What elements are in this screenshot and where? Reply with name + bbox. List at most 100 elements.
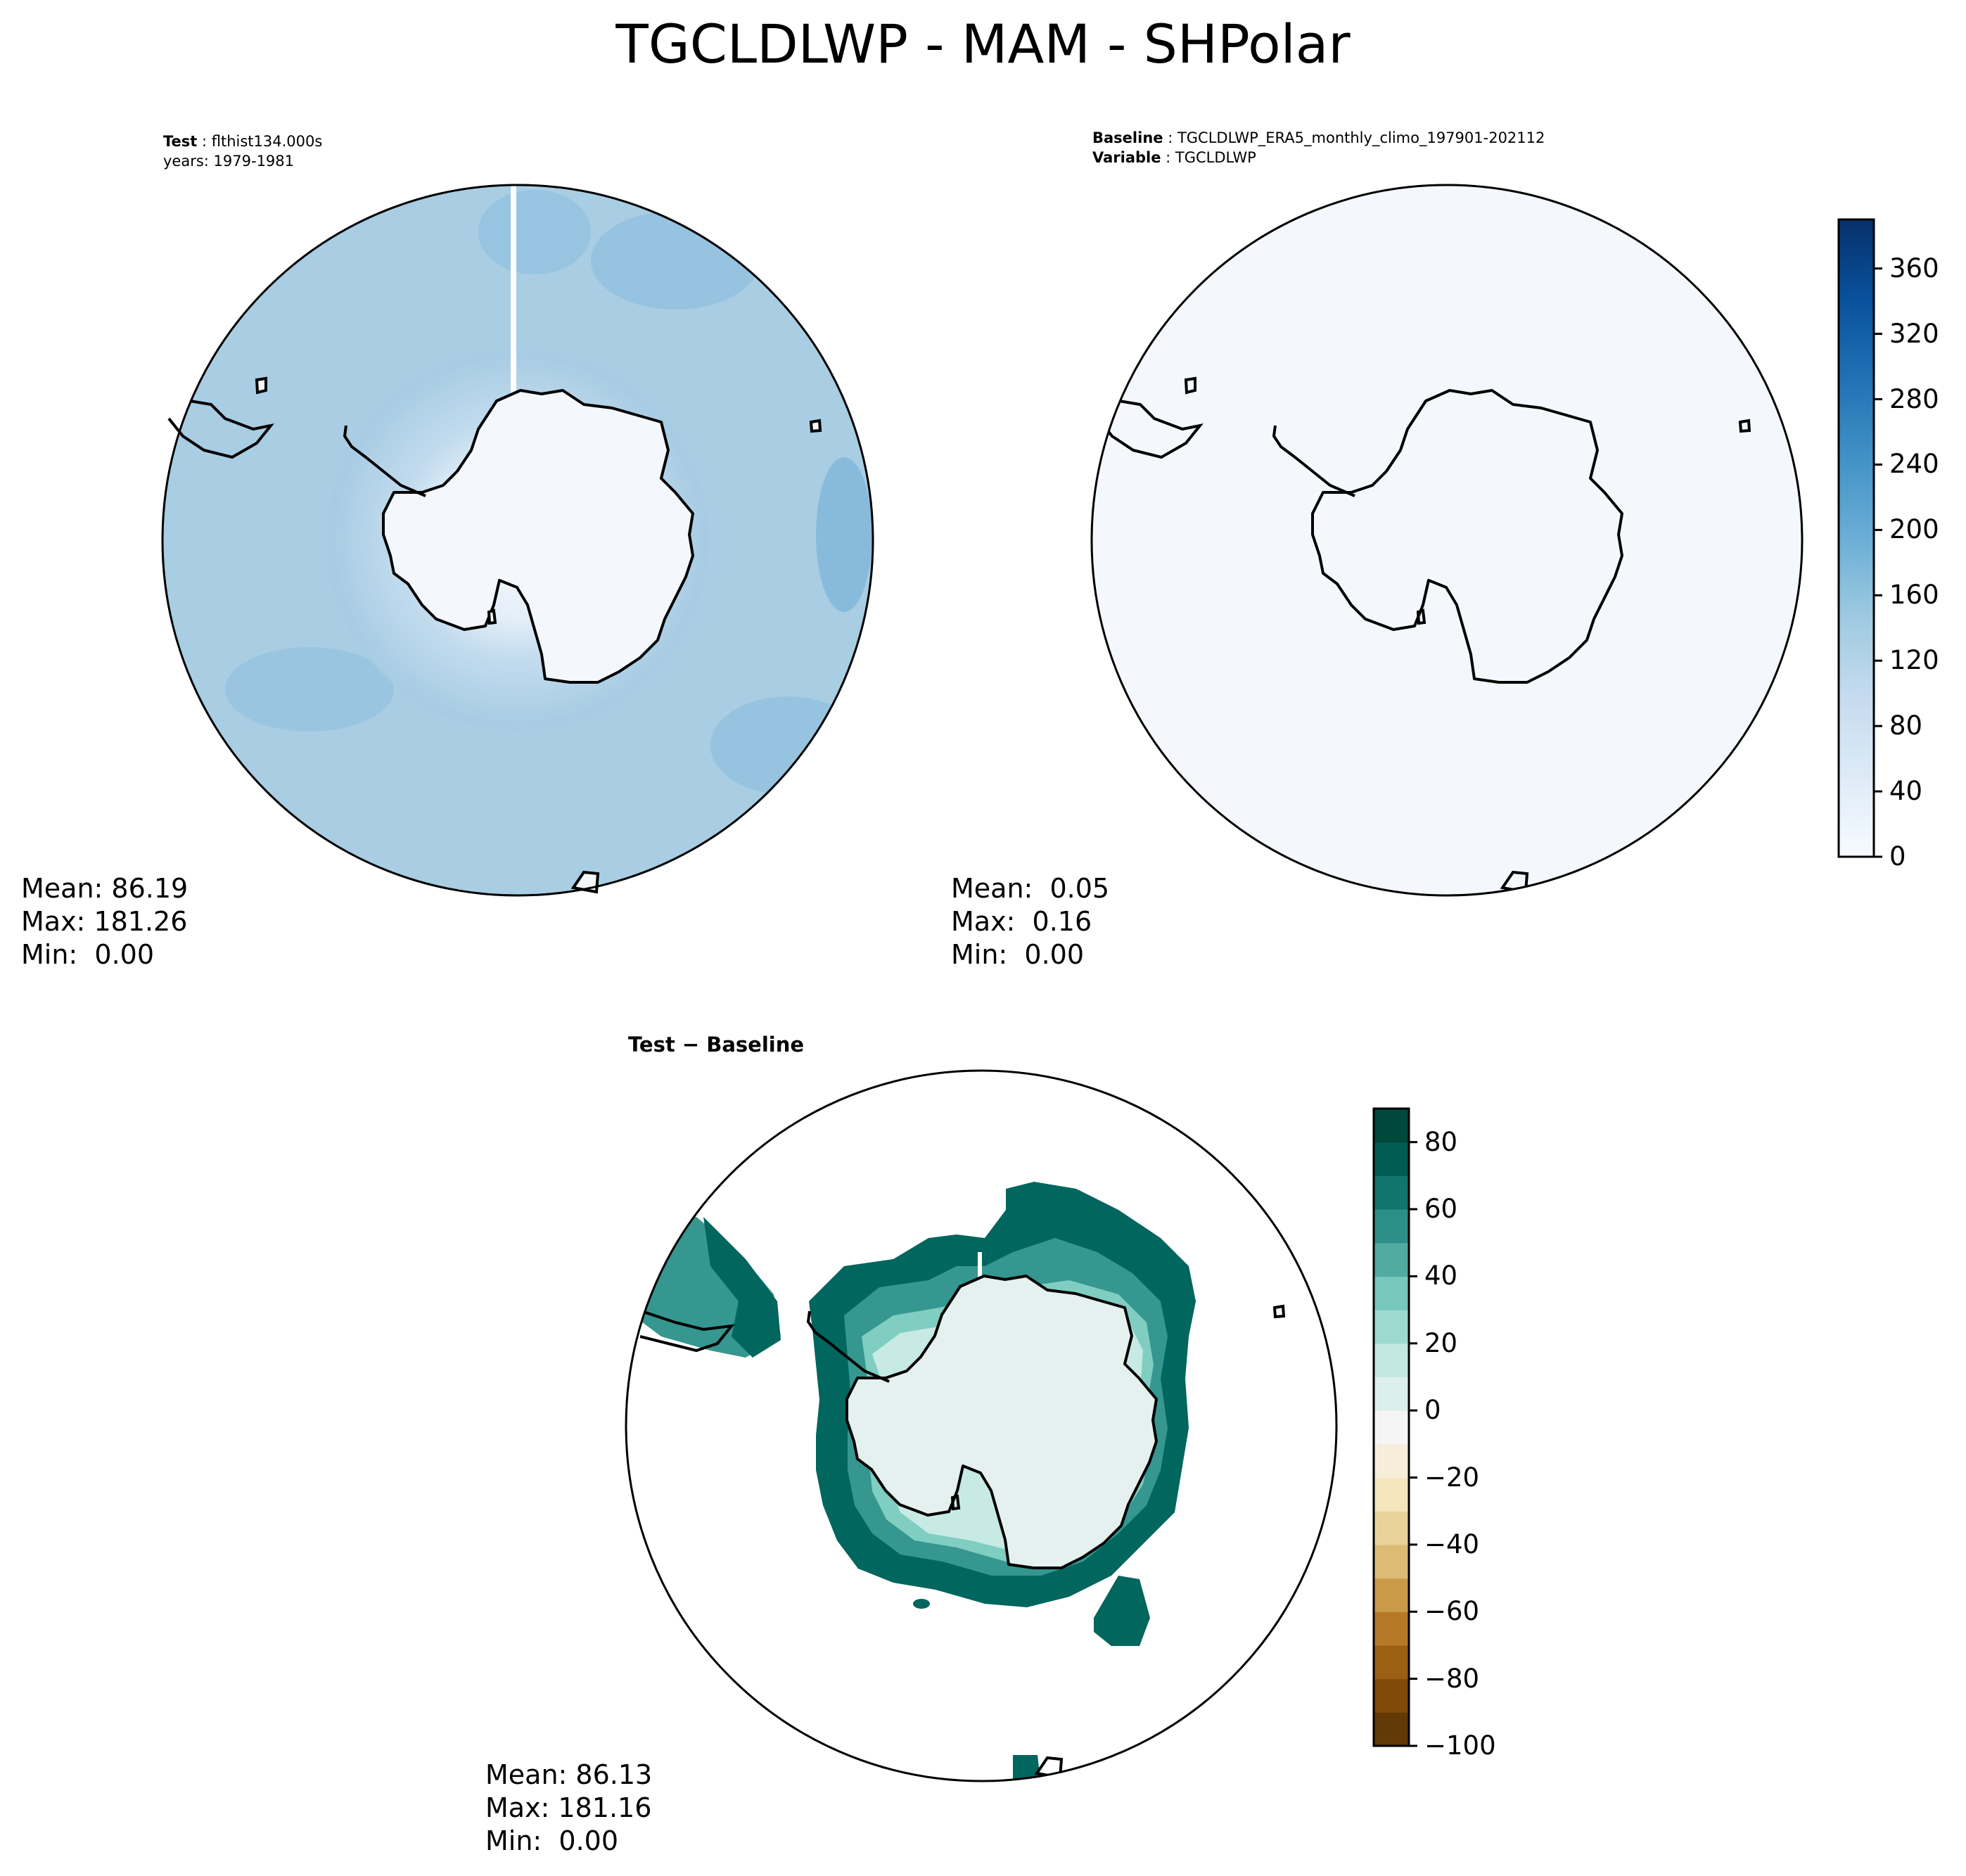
diff-mean: Mean: 86.13 (485, 1759, 653, 1790)
baseline-coastlines (1097, 376, 1751, 894)
test-max: Max: 181.26 (21, 906, 188, 937)
test-stats: Mean: 86.19 Max: 181.26 Min: 0.00 (21, 872, 188, 971)
baseline-min: Min: 0.00 (951, 939, 1084, 970)
test-header: Test : flthist134.000s years: 1979-1981 (163, 132, 322, 171)
baseline-island-outline (1184, 376, 1196, 395)
baseline-label-value: TGCLDLWP_ERA5_monthly_climo_197901-20211… (1177, 129, 1545, 146)
diff-colorbar-band (1374, 1477, 1409, 1512)
diff-colorbar-bands (1374, 1109, 1409, 1747)
diff-colorbar-tick-label: 20 (1424, 1327, 1458, 1358)
test-min: Min: 0.00 (21, 939, 154, 970)
baseline-variable-bold: Variable (1092, 149, 1161, 166)
test-island-outline (809, 419, 822, 433)
baseline-island-outline (1738, 419, 1751, 433)
diff-island-outline (1272, 1304, 1286, 1319)
test-field-patch (478, 190, 591, 274)
baseline-peninsula-outline (1272, 425, 1355, 497)
diff-colorbar-band (1374, 1544, 1409, 1579)
diff-colorbar-band (1374, 1712, 1409, 1747)
diff-colorbar-band (1374, 1343, 1409, 1378)
test-label-value: flthist134.000s (211, 133, 323, 150)
diff-colorbar-band (1374, 1310, 1409, 1344)
diff-colorbar-band (1374, 1612, 1409, 1646)
diff-stats: Mean: 86.13 Max: 181.16 Min: 0.00 (485, 1759, 652, 1858)
diff-map (625, 1069, 1338, 1782)
baseline-island-outline (1416, 608, 1426, 625)
diff-colorbar-band (1374, 1578, 1409, 1612)
diff-colorbar-tick-label: 0 (1424, 1395, 1441, 1426)
main-colorbar-tick-label: 200 (1889, 514, 1939, 545)
test-label-sep: : (197, 133, 212, 150)
main-colorbar-tick-label: 80 (1889, 710, 1923, 741)
test-map-boundary (161, 184, 874, 897)
diff-colorbar (1372, 1107, 1417, 1747)
baseline-stats: Mean: 0.05 Max: 0.16 Min: 0.00 (951, 872, 1109, 971)
test-peninsula-outline (343, 425, 426, 497)
diff-min: Min: 0.00 (485, 1825, 618, 1856)
main-colorbar-tick-label: 360 (1889, 253, 1939, 283)
diff-antarctica-outline (845, 1275, 1158, 1569)
test-map (161, 184, 874, 897)
diff-colorbar-band (1374, 1377, 1409, 1411)
baseline-header: Baseline : TGCLDLWP_ERA5_monthly_climo_1… (1092, 128, 1545, 167)
figure-title: TGCLDLWP - MAM - SHPolar (615, 13, 1351, 75)
diff-island-field (1094, 1576, 1150, 1646)
baseline-variable-sep: : (1161, 149, 1175, 166)
main-colorbar-tick-label: 280 (1889, 383, 1939, 414)
test-island-outline (255, 376, 267, 395)
test-label-bold: Test (163, 133, 198, 150)
diff-colorbar-tick-label: 80 (1424, 1126, 1458, 1157)
diff-colorbar-frame (1372, 1107, 1410, 1747)
main-colorbar-tick-label: 320 (1889, 318, 1939, 349)
diff-colorbar-band (1374, 1410, 1409, 1445)
baseline-variable-value: TGCLDLWP (1175, 149, 1256, 166)
diff-small-field (913, 1599, 930, 1609)
baseline-antarctica-outline (1311, 389, 1623, 684)
test-south-america-outline (167, 400, 274, 459)
diff-colorbar-band (1374, 1109, 1409, 1143)
baseline-mean: Mean: 0.05 (951, 873, 1110, 904)
diff-map-boundary (625, 1069, 1338, 1782)
main-colorbar-tick-label: 240 (1889, 449, 1939, 480)
baseline-field (1090, 184, 1804, 897)
baseline-label-sep: : (1163, 129, 1177, 146)
diff-coastlines (632, 1275, 1286, 1780)
diff-colorbar-tick-label: −40 (1424, 1529, 1480, 1559)
main-colorbar-tick-label: 120 (1889, 645, 1939, 676)
diff-colorbar-band (1374, 1678, 1409, 1713)
diff-colorbar-tick-label: −60 (1424, 1596, 1480, 1627)
test-field-patch (710, 696, 865, 795)
baseline-south-america-outline (1097, 400, 1204, 459)
test-field-patch (816, 457, 872, 612)
diff-colorbar-band (1374, 1276, 1409, 1310)
diff-colorbar-band (1374, 1175, 1409, 1210)
diff-colorbar-band (1374, 1443, 1409, 1479)
diff-colorbar-band (1374, 1511, 1409, 1545)
diff-colorbar-tick-label: 60 (1424, 1194, 1458, 1225)
diff-south-america-outline (632, 1307, 735, 1353)
baseline-map (1090, 184, 1804, 897)
diff-island-outline (950, 1494, 961, 1511)
baseline-label-bold: Baseline (1092, 129, 1163, 146)
main-colorbar-tick-label: 0 (1889, 841, 1906, 872)
main-colorbar-fill (1837, 218, 1875, 858)
main-colorbar-tick-label: 40 (1889, 776, 1923, 807)
main-colorbar-tick-label: 160 (1889, 580, 1939, 611)
test-years: years: 1979-1981 (163, 153, 295, 170)
main-colorbar (1837, 218, 1882, 858)
diff-colorbar-band (1374, 1242, 1409, 1277)
diff-colorbar-band (1374, 1209, 1409, 1244)
diff-south-america-field-dark (703, 1217, 781, 1358)
diff-colorbar-tick-label: 40 (1424, 1261, 1458, 1291)
test-antarctica-outline (382, 389, 694, 684)
diff-max: Max: 181.16 (485, 1792, 652, 1823)
diff-header: Test − Baseline (628, 1033, 805, 1057)
diff-colorbar-band (1374, 1142, 1409, 1176)
diff-colorbar-band (1374, 1645, 1409, 1680)
diff-colorbar-tick-label: −80 (1424, 1663, 1480, 1694)
test-field-patch (225, 647, 394, 732)
test-mean: Mean: 86.19 (21, 873, 189, 904)
baseline-max: Max: 0.16 (951, 906, 1092, 937)
test-island-outline (487, 608, 497, 625)
